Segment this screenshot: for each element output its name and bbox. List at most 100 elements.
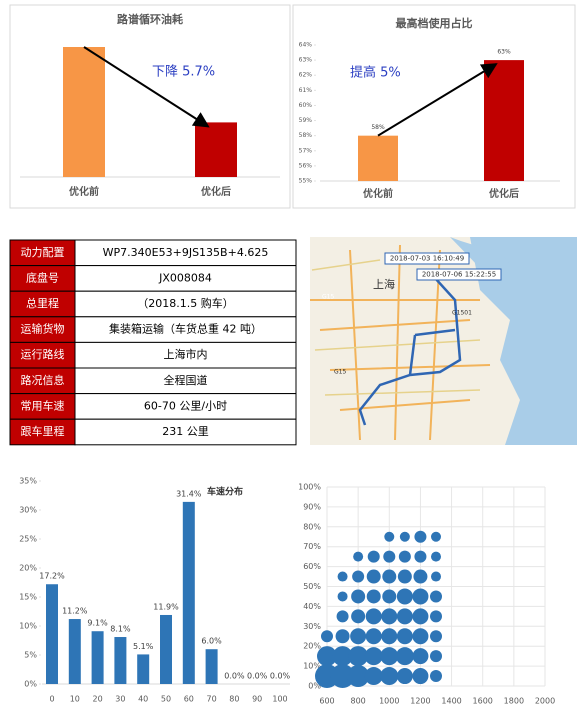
bubble	[412, 668, 429, 685]
table-value: 上海市内	[164, 347, 208, 361]
bubble	[431, 571, 441, 582]
bubble	[380, 647, 399, 666]
x-tick-label: 1600	[473, 697, 493, 706]
bubble	[367, 550, 380, 563]
value-label: 17.2%	[39, 572, 65, 581]
y-tick-label: 50%	[303, 582, 321, 591]
x-tick-label: 1000	[379, 697, 399, 706]
bubble	[364, 667, 383, 686]
y-tick-label: 61%	[299, 87, 313, 94]
bubble	[412, 588, 429, 605]
bubble	[317, 646, 337, 667]
y-tick-label: 20%	[19, 564, 37, 573]
y-tick-label: 70%	[303, 542, 321, 551]
y-tick-label: 30%	[303, 622, 321, 631]
annotation: 提高 5%	[350, 65, 401, 81]
bubble	[431, 551, 441, 562]
bubble	[412, 608, 429, 625]
table-cell	[74, 290, 297, 318]
bubble	[335, 629, 350, 644]
map-road: G1501	[452, 310, 472, 317]
bubble	[353, 551, 364, 562]
table-cell	[9, 316, 76, 343]
y-tick-label: 80%	[303, 522, 321, 531]
bar	[160, 614, 172, 684]
x-tick-label: 2000	[535, 697, 555, 706]
bar	[484, 60, 524, 181]
x-tick-label: 优化前	[69, 185, 99, 198]
bubble	[395, 647, 414, 666]
table-value: 60-70 公里/小时	[144, 399, 227, 412]
bar	[195, 122, 237, 177]
value-label: 5.1%	[133, 642, 154, 651]
bubble	[430, 670, 442, 683]
y-tick-label: 58%	[299, 132, 313, 139]
table-key: 路况信息	[21, 373, 65, 387]
x-tick-label: 0	[49, 695, 54, 704]
x-tick-label: 80	[229, 695, 239, 704]
table-cell	[74, 239, 297, 267]
bubble	[397, 569, 412, 584]
table-cell	[9, 290, 76, 318]
value-label: 6.0%	[201, 637, 222, 646]
bubble	[332, 646, 353, 667]
value-label: 0.0%	[270, 672, 291, 681]
x-tick-label: 优化后	[489, 187, 519, 200]
value-label: 11.9%	[153, 602, 179, 611]
x-tick-label: 1200	[410, 697, 430, 706]
value-label: 9.1%	[87, 619, 108, 628]
y-tick-label: 56%	[299, 162, 313, 169]
annotation: 下降 5.7%	[152, 65, 215, 80]
x-tick-label: 60	[184, 695, 194, 704]
table-key: 运输货物	[21, 322, 65, 336]
bubble	[366, 569, 381, 584]
bubble	[364, 647, 383, 666]
bubble	[396, 608, 413, 625]
y-tick-label: 64%	[299, 42, 313, 49]
value-label: 8.1%	[110, 625, 131, 634]
x-tick-label: 优化后	[201, 185, 231, 198]
y-tick-label: 15%	[19, 593, 37, 602]
panel	[292, 4, 576, 209]
x-tick-label: 30	[115, 695, 125, 704]
y-tick-label: 60%	[303, 562, 321, 571]
bubble	[412, 648, 429, 665]
x-tick-label: 20	[93, 695, 103, 704]
bubble	[366, 589, 381, 604]
y-tick-label: 63%	[299, 57, 313, 64]
bar	[182, 501, 195, 684]
table-key: 底盘号	[26, 270, 59, 284]
bubble	[380, 667, 399, 686]
bubble	[321, 630, 333, 643]
table-value: 集装箱运输（车货总重 42 吨）	[109, 322, 262, 336]
bubble	[365, 608, 382, 625]
table-cell	[74, 265, 297, 292]
value-label: 31.4%	[176, 489, 202, 498]
table-value: （2018.1.5 购车）	[137, 296, 233, 310]
bubble	[337, 591, 348, 602]
table-key: 跟车里程	[21, 424, 65, 438]
chart-title: 车速分布	[207, 486, 243, 498]
table-value: WP7.340E53+9JS135B+4.625	[103, 246, 269, 259]
table-cell	[9, 367, 76, 395]
y-tick-label: 57%	[299, 147, 313, 154]
value-label: 0.0%	[247, 672, 268, 681]
bubble	[337, 571, 348, 582]
bubble	[382, 569, 397, 584]
table-key: 动力配置	[21, 246, 65, 259]
bubble	[351, 609, 366, 624]
x-tick-label: 优化前	[363, 187, 393, 200]
bubble	[350, 628, 367, 645]
arrow	[377, 63, 498, 137]
map-start-time: 2018-07-03 16:10:49	[390, 255, 464, 263]
bubble	[384, 531, 395, 542]
arrow	[83, 46, 210, 128]
value-label: 0.0%	[224, 672, 245, 681]
bubble	[399, 531, 410, 542]
table-cell	[74, 418, 297, 446]
table-cell	[9, 239, 76, 267]
y-tick-label: 0%	[24, 680, 37, 689]
x-tick-label: 70	[207, 695, 217, 704]
x-tick-label: 40	[138, 695, 148, 704]
